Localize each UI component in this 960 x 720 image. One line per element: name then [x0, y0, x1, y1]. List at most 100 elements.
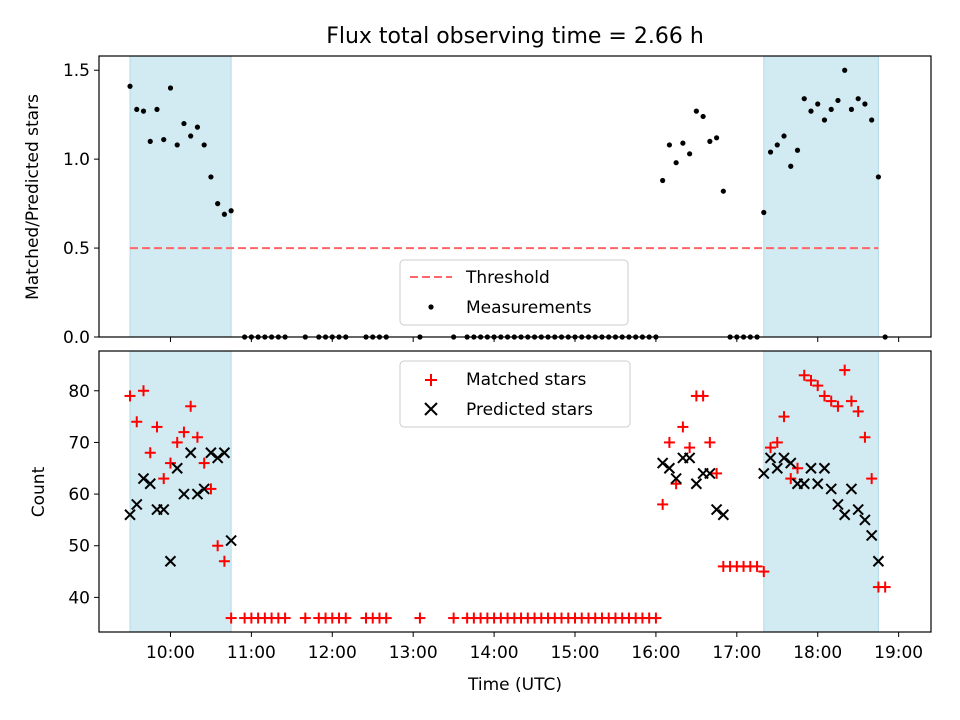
measurements-legend-swatch: [428, 304, 434, 310]
y-tick-label: 40: [68, 588, 90, 608]
series-predicted-stars: [124, 447, 885, 567]
measurement-point: [221, 211, 228, 217]
predicted-point: [184, 447, 197, 459]
measurement-point: [167, 85, 174, 91]
predicted-point: [124, 509, 136, 521]
marker-stroke: [164, 555, 177, 567]
x-tick-label: 17:00: [712, 643, 761, 663]
marker-stroke: [131, 498, 143, 511]
marker-stroke: [205, 447, 217, 459]
measurement-point: [828, 106, 834, 112]
matched-point: [218, 555, 230, 567]
predicted-point: [805, 462, 817, 474]
matched-point: [131, 416, 143, 428]
matched-point: [225, 612, 237, 624]
matched-point: [751, 560, 763, 572]
predicted-point: [852, 503, 864, 516]
measurement-point: [808, 108, 814, 114]
predicted-point: [131, 498, 143, 511]
x-tick-label: 11:00: [227, 643, 276, 663]
measurement-point: [140, 108, 147, 114]
marker-stroke: [211, 452, 224, 464]
measurement-point: [707, 138, 713, 144]
marker-stroke: [832, 498, 844, 511]
x-tick-label: 13:00: [389, 643, 438, 663]
axes-frame: [98, 350, 932, 633]
y-tick-label: 70: [68, 433, 90, 453]
predicted-point: [771, 462, 783, 474]
matched-point: [279, 612, 291, 624]
matched-point: [151, 421, 163, 433]
marker-stroke: [812, 478, 824, 490]
measurement-point: [848, 106, 855, 112]
predicted-point: [211, 452, 224, 464]
marker-stroke: [191, 488, 204, 500]
matched-point: [711, 467, 723, 479]
predicted-point: [656, 457, 669, 469]
predicted-point: [832, 498, 844, 511]
marker-stroke: [704, 467, 716, 480]
matched-point: [839, 364, 851, 376]
predicted-point: [205, 447, 217, 459]
shaded-region: [763, 55, 879, 338]
matched-point: [697, 390, 709, 402]
matched-point: [825, 395, 837, 407]
marker-stroke: [778, 452, 790, 464]
marker-stroke: [825, 483, 837, 495]
matched-point: [684, 442, 696, 454]
matched-point: [677, 421, 689, 433]
shaded-region: [129, 55, 232, 338]
marker-stroke: [838, 509, 851, 521]
matched-point: [832, 400, 844, 412]
marker-stroke: [158, 503, 170, 516]
marker-stroke: [656, 457, 669, 469]
matched-point: [212, 540, 224, 552]
matched-point: [812, 380, 824, 392]
matched-point: [205, 483, 217, 495]
predicted-point: [663, 462, 676, 474]
matched-point: [670, 478, 682, 490]
matched-point: [448, 612, 460, 624]
shaded-region: [763, 350, 879, 633]
measurement-point: [134, 106, 140, 112]
matched-point: [758, 566, 770, 578]
measurement-point: [835, 97, 841, 104]
measurement-point: [673, 160, 679, 166]
measurement-point: [842, 67, 848, 73]
matched-point: [340, 612, 352, 624]
matched-point: [771, 436, 783, 448]
predicted-point: [218, 447, 231, 459]
marker-stroke: [137, 472, 150, 485]
matched-point: [704, 436, 716, 448]
marker-stroke: [785, 457, 797, 469]
predicted-point: [825, 483, 837, 495]
predicted-point: [872, 555, 885, 567]
x-tick-label: 16:00: [631, 643, 680, 663]
marker-stroke: [852, 503, 864, 516]
predicted-point: [670, 472, 682, 485]
measurement-point: [188, 133, 194, 139]
predicted-point: [865, 529, 878, 542]
matched-point: [124, 390, 136, 402]
predicted-stars-legend-swatch: [424, 402, 438, 416]
matched-point: [778, 411, 790, 423]
measurement-point: [228, 208, 234, 214]
y-tick-label: 1.0: [63, 150, 90, 170]
y-tick-label: 60: [68, 485, 90, 505]
marker-stroke: [171, 462, 183, 474]
x-tick-label: 10:00: [146, 643, 195, 663]
marker-stroke: [771, 462, 783, 474]
measurement-point: [713, 135, 720, 141]
predicted-point: [717, 509, 730, 521]
measurement-point: [794, 147, 801, 153]
matched-point: [792, 462, 804, 474]
matched-point: [650, 612, 662, 624]
measurement-point: [680, 140, 686, 146]
marker-stroke: [764, 452, 777, 464]
matched-point: [785, 473, 797, 485]
matched-point: [380, 612, 392, 624]
marker-stroke: [798, 478, 810, 490]
measurement-point: [215, 201, 221, 207]
predicted-point: [859, 514, 871, 526]
